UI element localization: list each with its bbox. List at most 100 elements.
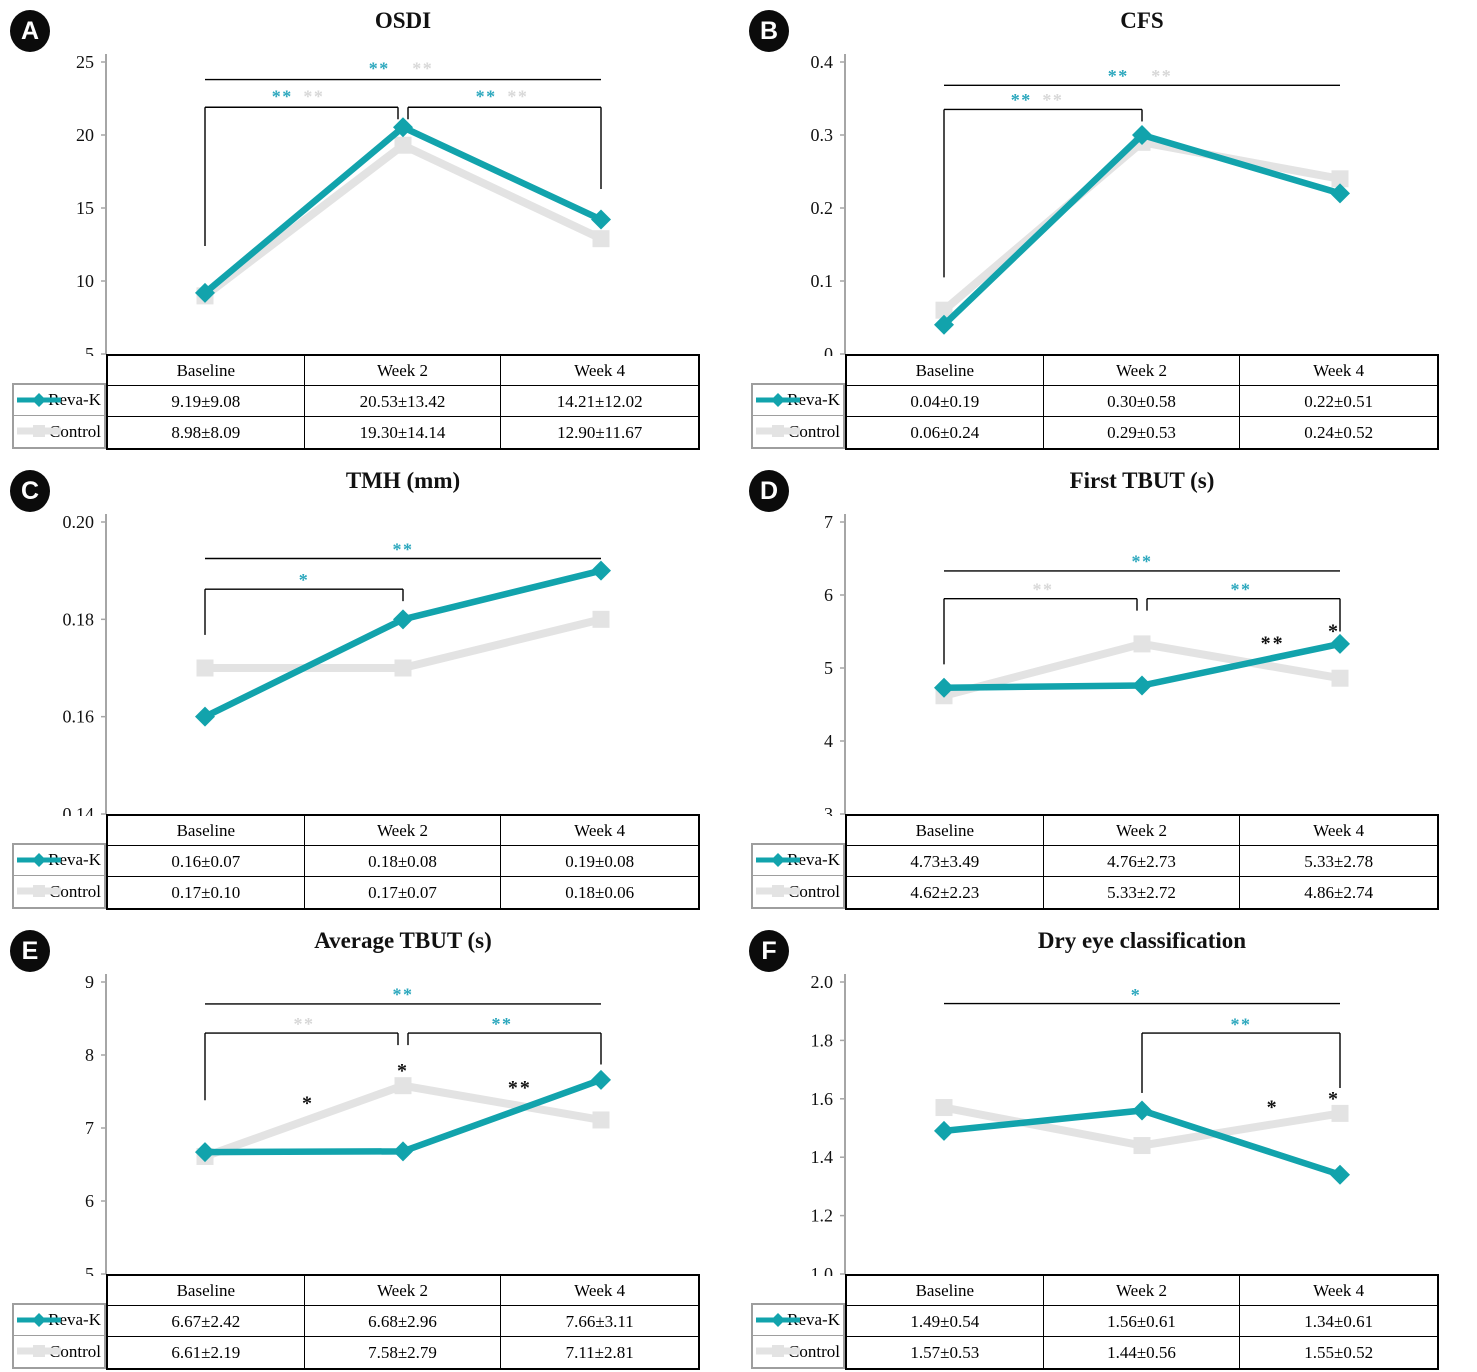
table-cell: 0.18±0.06 (565, 883, 635, 902)
significance-star: ** (1042, 90, 1063, 110)
table-cell: 1.57±0.53 (847, 1337, 1044, 1368)
table-row: 8.98±8.09 19.30±14.14 12.90±11.67 (108, 417, 698, 448)
reva-k-marker (393, 1141, 413, 1162)
table-header-cell: Week 2 (304, 1276, 502, 1306)
reva-k-marker (934, 314, 954, 335)
panel-a-badge: A (10, 10, 50, 52)
y-tick-label: 1.0 (811, 1264, 834, 1276)
y-tick-label: 6 (85, 1191, 94, 1211)
y-tick-label: 0.18 (63, 609, 95, 629)
table-cell: 7.11±2.81 (565, 1343, 634, 1362)
y-tick-label: 0.20 (63, 512, 95, 532)
y-tick-label: 5 (824, 658, 833, 678)
table-cell: 9.19±9.08 (108, 386, 305, 417)
table-row: 0.16±0.07 0.18±0.08 0.19±0.08 (108, 846, 698, 877)
control-marker (1331, 170, 1349, 188)
significance-star: * (302, 1092, 314, 1114)
significance-star: ** (492, 1014, 513, 1034)
panel-e-badge: E (10, 930, 50, 972)
table-cell: 1.55±0.52 (1304, 1343, 1374, 1362)
reva-k-marker (591, 560, 611, 581)
panel-b-title: CFS (1120, 8, 1164, 33)
reva-k-marker (591, 1069, 611, 1090)
control-legend-marker (772, 885, 784, 897)
legend-row-control: Control (753, 1336, 843, 1367)
table-cell: 5.33±2.78 (1240, 846, 1437, 877)
control-legend-swatch (17, 885, 61, 897)
table-header-cell: Week 4 (501, 1276, 698, 1306)
control-line (202, 140, 603, 300)
table-cell: 4.76±2.73 (1043, 846, 1241, 877)
control-marker (1133, 635, 1151, 653)
control-legend-marker (772, 1345, 784, 1357)
reva-k-legend-marker (32, 853, 46, 867)
table-cell: 6.68±2.96 (304, 1306, 502, 1337)
table-cell: 12.90±11.67 (557, 423, 643, 442)
y-tick-label: 1.6 (811, 1089, 834, 1109)
significance-star: ** (476, 86, 497, 106)
reva-k-marker (195, 1142, 215, 1163)
table-header-cell: Baseline (847, 816, 1044, 846)
control-legend-marker (33, 1345, 45, 1357)
significance-star: ** (1151, 66, 1172, 86)
reva-k-marker (195, 706, 215, 727)
panel-a-chart: 25 20 15 10 5 ** ** ** ** ** ** (76, 52, 611, 356)
y-tick-label: 25 (76, 52, 94, 72)
reva-k-marker (1132, 1100, 1152, 1121)
panel-e-legend: Reva-K Control (12, 1303, 106, 1369)
panel-e-title: Average TBUT (s) (314, 928, 492, 953)
panel-d-badge: D (749, 470, 789, 512)
legend-label-control: Control (788, 421, 840, 441)
panel-c-badge: C (10, 470, 50, 512)
y-tick-label: 2.0 (811, 972, 834, 992)
panel-f: F Dry eye classification 2.0 1.8 1.6 1.4 1.2 1.… (739, 922, 1477, 1372)
table-cell: 19.30±14.14 (305, 417, 502, 448)
significance-star: ** (507, 86, 528, 106)
legend-label-control: Control (49, 881, 101, 901)
legend-row-control: Control (753, 416, 843, 447)
y-tick-label: 7 (824, 512, 833, 532)
legend-row-reva: Reva-K (14, 385, 104, 416)
significance-star: ** (508, 1077, 532, 1099)
reva-k-marker (1330, 633, 1350, 654)
table-header-cell: Week 2 (304, 356, 502, 386)
significance-star: ** (412, 59, 433, 79)
table-row: 4.73±3.49 4.76±2.73 5.33±2.78 (847, 846, 1437, 877)
legend-row-reva: Reva-K (14, 1305, 104, 1336)
significance-star: ** (1261, 632, 1285, 654)
table-cell: 7.66±3.11 (501, 1306, 698, 1337)
control-marker (196, 659, 214, 677)
panel-a: A OSDI 25 20 15 10 5 ** ** ** ** ** ** Baseline Week 2… (0, 2, 738, 454)
legend-label-control: Control (49, 1341, 101, 1361)
table-header-row: Baseline Week 2 Week 4 (847, 356, 1437, 386)
y-tick-label: 0 (824, 344, 833, 356)
table-header-cell: Baseline (108, 1276, 305, 1306)
table-header-row: Baseline Week 2 Week 4 (847, 1276, 1437, 1306)
panel-c-table: Baseline Week 2 Week 4 0.16±0.07 0.18±0.08 0.… (106, 814, 700, 910)
control-legend-swatch (756, 885, 800, 897)
table-header-cell: Week 2 (1043, 1276, 1241, 1306)
table-cell: 4.73±3.49 (847, 846, 1044, 877)
control-marker (1331, 669, 1349, 687)
legend-row-reva: Reva-K (14, 845, 104, 876)
table-cell: 0.16±0.07 (108, 846, 305, 877)
panel-f-table: Baseline Week 2 Week 4 1.49±0.54 1.56±0.61 1.… (845, 1274, 1439, 1370)
table-header-cell: Baseline (847, 1276, 1044, 1306)
significance-star: * (1267, 1097, 1279, 1119)
table-cell: 4.62±2.23 (847, 877, 1044, 908)
panel-c: C TMH (mm) 0.20 0.18 0.16 0.14 ** * Baseline Week… (0, 462, 738, 914)
y-tick-label: 20 (76, 125, 94, 145)
y-tick-label: 0.1 (811, 271, 834, 291)
legend-label-reva: Reva-K (48, 850, 101, 869)
y-tick-label: 9 (85, 972, 94, 992)
table-row: 6.67±2.42 6.68±2.96 7.66±3.11 (108, 1306, 698, 1337)
table-header-cell: Baseline (108, 356, 305, 386)
table-cell: 0.06±0.24 (847, 417, 1044, 448)
y-tick-label: 0.4 (811, 52, 834, 72)
reva-k-marker (195, 282, 215, 303)
table-cell: 6.67±2.42 (108, 1306, 305, 1337)
reva-k-marker (1330, 183, 1350, 204)
table-header-row: Baseline Week 2 Week 4 (108, 356, 698, 386)
significance-star: ** (1231, 1015, 1252, 1035)
